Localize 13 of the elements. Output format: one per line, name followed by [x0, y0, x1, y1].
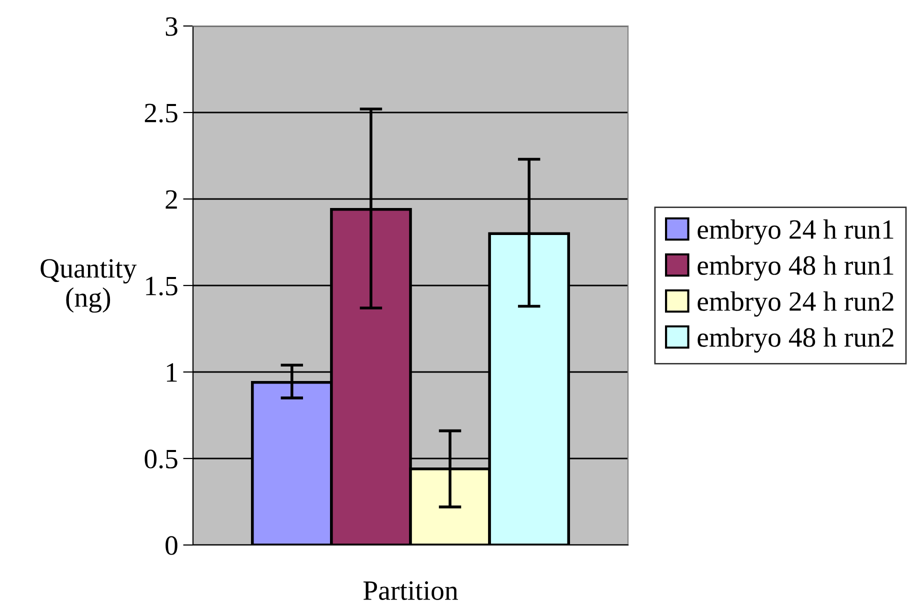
y-axis-title: Quantity (ng) — [40, 259, 137, 313]
legend-label: embryo 24 h run1 — [698, 219, 894, 245]
y-tick-label: 1.5 — [146, 276, 178, 296]
y-tick-label: 2 — [166, 190, 177, 209]
legend-label: embryo 48 h run2 — [698, 327, 894, 353]
y-tick-label: 0.5 — [144, 450, 178, 469]
legend-label: embryo 24 h run2 — [698, 291, 894, 317]
y-tick-label: 3 — [166, 17, 178, 36]
y-tick-label: 2.5 — [144, 104, 178, 123]
x-axis-title: Partition — [363, 581, 458, 600]
y-tick-label: 1 — [166, 363, 177, 382]
legend-label: embryo 48 h run1 — [698, 255, 894, 281]
y-tick-label: 0 — [166, 536, 178, 555]
